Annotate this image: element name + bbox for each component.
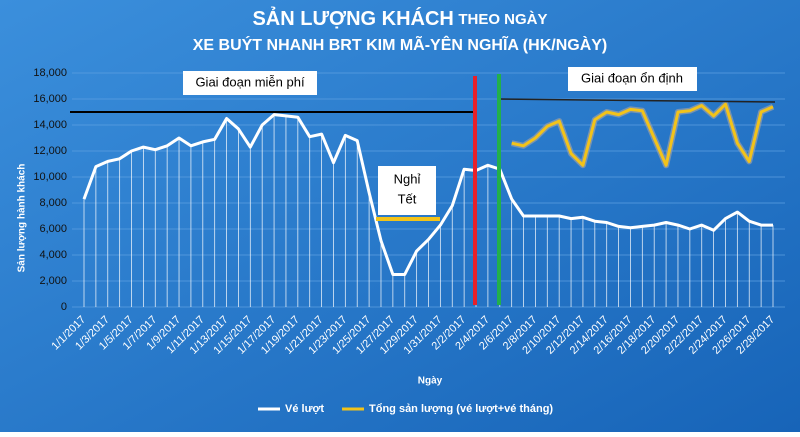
y-tick-label: 14,000 (33, 119, 67, 131)
y-tick-label: 12,000 (33, 145, 67, 157)
annotation-box (378, 166, 436, 215)
annotation-box (568, 67, 697, 91)
y-tick-label: 8,000 (39, 197, 67, 209)
y-tick-label: 10,000 (33, 171, 67, 183)
annotation: Giai đoạn miễn phí (195, 74, 305, 89)
title-suffix: THEO NGÀY (458, 11, 547, 28)
y-tick-label: 16,000 (33, 93, 67, 105)
title-main: SẢN LƯỢNG KHÁCH (252, 7, 453, 30)
annotation-box (183, 71, 317, 95)
annotation: Nghỉ (394, 171, 421, 186)
y-tick-label: 6,000 (39, 223, 67, 235)
series-line (82, 113, 773, 276)
chart-subtitle: XE BUÝT NHANH BRT KIM MÃ-YÊN NGHĨA (HK/N… (193, 34, 608, 54)
reference-line (497, 98, 776, 103)
x-axis-label: Ngày (418, 376, 443, 387)
series-line (511, 102, 774, 167)
legend: Vé lượt Tổng sản lượng (vé lượt+vé tháng) (258, 403, 553, 415)
y-tick-label: 18,000 (33, 67, 67, 79)
legend-label: Vé lượt (285, 403, 324, 415)
y-tick-label: 4,000 (39, 249, 67, 261)
y-tick-label: 0 (61, 301, 67, 313)
legend-label: Tổng sản lượng (vé lượt+vé tháng) (369, 403, 553, 415)
annotation: Tết (398, 191, 417, 206)
chart-title: SẢN LƯỢNG KHÁCH THEO NGÀY (252, 7, 547, 30)
annotation: Giai đoạn ổn định (581, 70, 683, 85)
y-tick-label: 2,000 (39, 275, 67, 287)
y-axis-label: Sản lượng hành khách (17, 164, 28, 273)
